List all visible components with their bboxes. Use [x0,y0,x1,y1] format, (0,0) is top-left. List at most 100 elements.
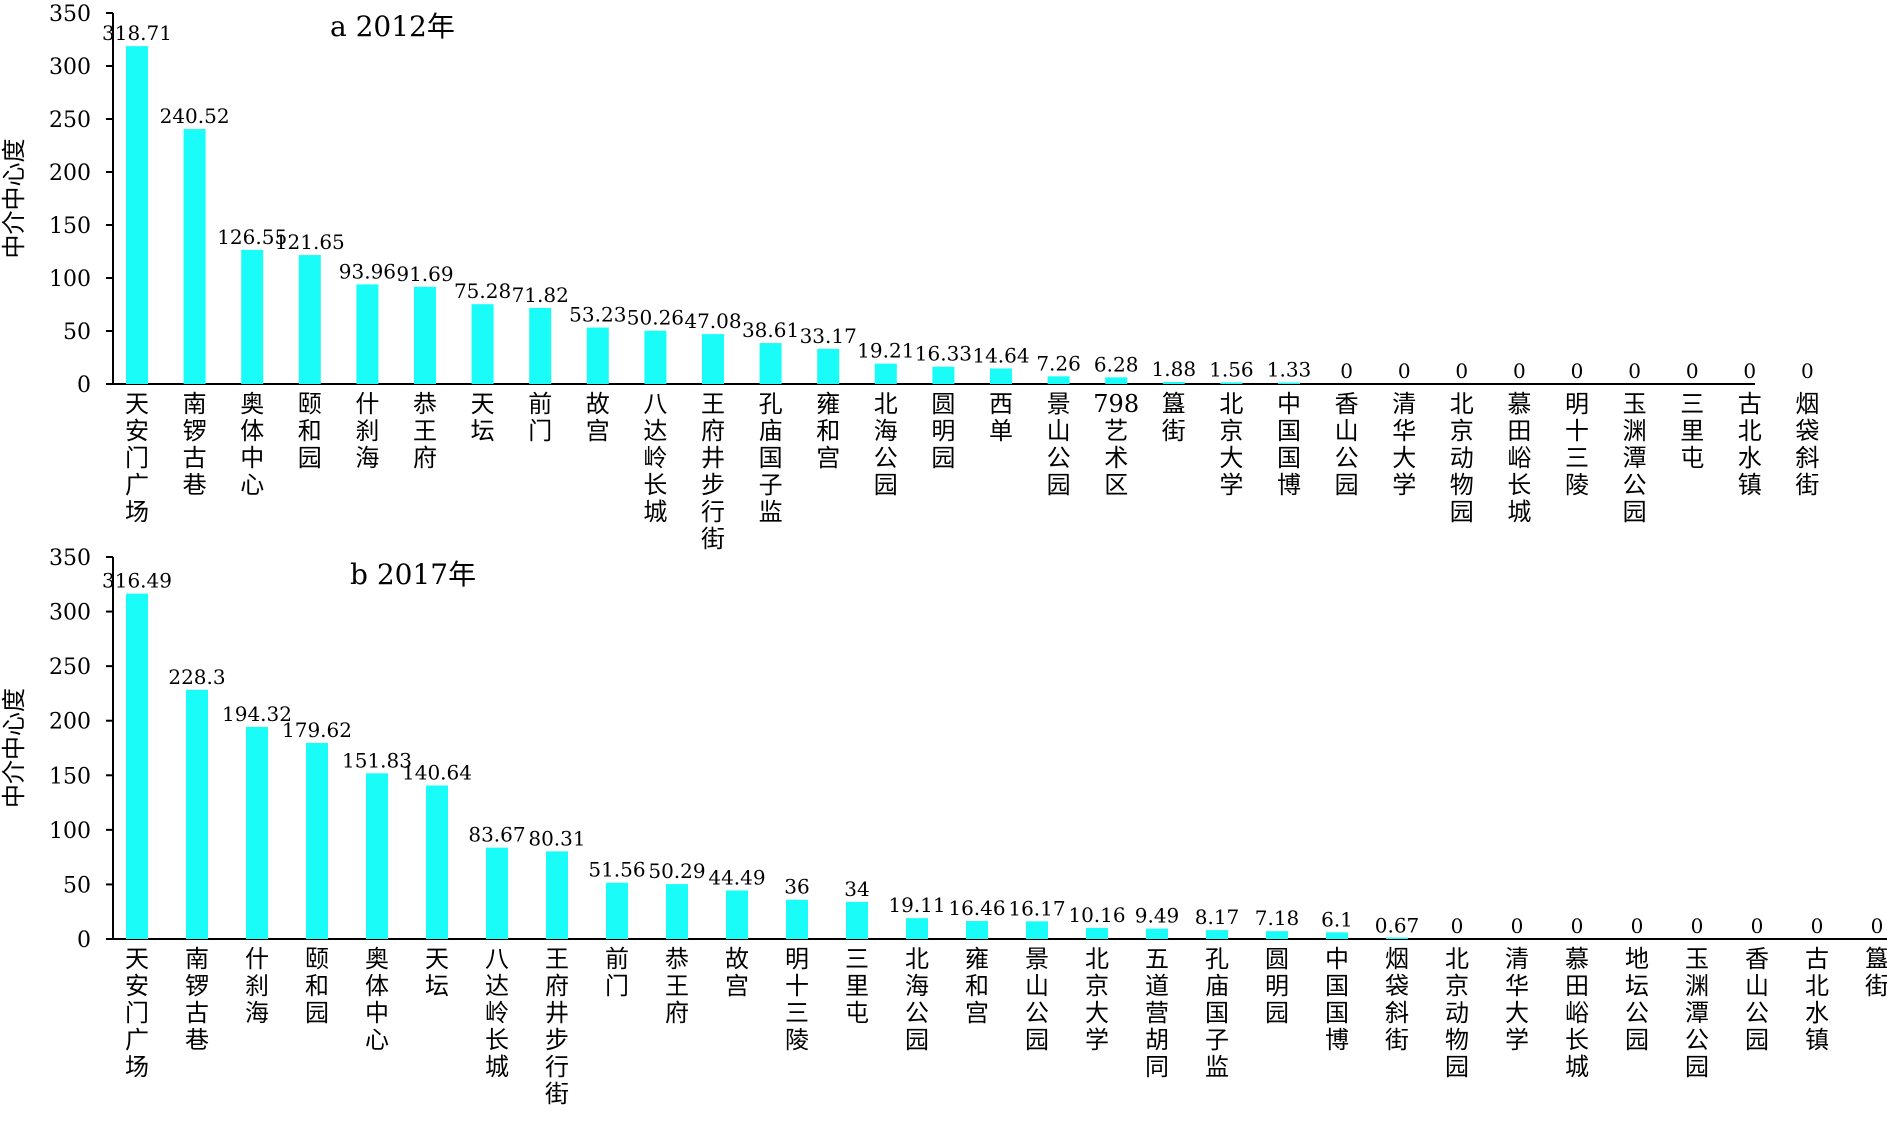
bar [644,330,667,384]
data-label: 71.82 [512,283,569,307]
data-label: 0 [1811,914,1824,938]
bar [606,882,628,939]
x-tick-label: 北京大学 [1085,945,1109,1054]
bar [786,899,808,939]
x-tick-label: 玉渊潭公园 [1623,390,1647,526]
data-label: 194.32 [222,702,292,726]
y-tick-label: 50 [63,320,91,345]
data-label: 91.69 [396,262,453,286]
x-tick-label: 西单 [989,390,1013,445]
x-tick-label: 恭王府 [665,945,689,1027]
bar [1047,376,1070,384]
y-axis-label: 中介中心度 [0,139,28,259]
data-label: 0 [1691,914,1704,938]
x-tick-label: 圆明园 [931,390,955,472]
data-label: 16.46 [948,896,1005,920]
data-label: 33.17 [800,324,857,348]
x-tick-label: 玉渊潭公园 [1685,945,1709,1081]
bar [666,884,688,939]
y-tick-label: 350 [49,546,91,571]
data-label: 151.83 [342,748,412,772]
bar [1266,931,1288,939]
bar [817,348,840,384]
x-tick-label: 清华大学 [1505,945,1529,1054]
x-tick-label: 圆明园 [1265,945,1289,1027]
x-tick-label: 前门 [605,945,629,1000]
x-tick-label: 798 艺术区 [1093,390,1139,499]
bar [298,255,321,384]
x-tick-label: 王府井步行街 [701,390,725,553]
bar [356,284,379,384]
data-label: 16.33 [915,342,972,366]
x-tick-label: 雍和宫 [816,390,840,472]
x-tick-label: 明十三陵 [1565,390,1589,499]
bar [414,286,436,384]
x-tick-label: 中国国博 [1277,390,1301,499]
data-label: 7.26 [1036,351,1081,375]
data-label: 38.61 [742,318,799,342]
y-axis-label: 中介中心度 [0,688,28,808]
x-tick-label: 天坛 [425,945,449,1000]
data-label: 0 [1398,359,1411,383]
data-label: 240.52 [160,104,230,128]
data-label: 0 [1513,359,1526,383]
data-label: 7.18 [1255,906,1300,930]
data-label: 10.16 [1068,903,1125,927]
bar [1026,921,1048,939]
data-label: 0 [1743,359,1756,383]
bar [990,368,1012,384]
x-tick-label: 北海公园 [874,390,898,499]
data-label: 44.49 [708,865,765,889]
y-tick-label: 350 [49,2,91,27]
y-tick-label: 50 [63,873,91,898]
data-label: 6.1 [1321,907,1353,931]
y-tick-label: 100 [49,267,91,292]
data-label: 1.56 [1209,357,1254,381]
bar [546,851,568,939]
y-tick-label: 0 [77,373,91,398]
x-tick-label: 北京动物园 [1450,390,1474,526]
data-label: 50.29 [648,859,705,883]
data-label: 0 [1571,914,1584,938]
data-label: 0 [1451,914,1464,938]
data-label: 0 [1571,359,1584,383]
x-tick-label: 故宫 [586,390,610,445]
y-tick-label: 150 [49,764,91,789]
x-tick-label: 雍和宫 [965,945,989,1027]
x-tick-label: 香山公园 [1335,390,1359,499]
bar [1326,932,1348,939]
y-tick-label: 100 [49,819,91,844]
x-tick-label: 簋街 [1162,390,1186,445]
data-label: 0 [1511,914,1524,938]
data-label: 0 [1631,914,1644,938]
bar [966,921,988,939]
bar [1220,382,1243,384]
x-tick-label: 前门 [528,390,552,445]
data-label: 0 [1801,359,1814,383]
x-tick-label: 孔庙国子监 [759,390,783,526]
data-label: 316.49 [102,569,172,593]
x-tick-label: 慕田峪长城 [1565,945,1589,1081]
data-label: 47.08 [684,309,741,333]
bar [932,366,955,384]
x-tick-label: 南锣古巷 [185,945,209,1054]
data-label: 34 [844,877,869,901]
x-tick-label: 三里屯 [845,945,869,1027]
x-tick-label: 景山公园 [1025,945,1049,1054]
bar [906,918,928,939]
y-tick-label: 250 [49,655,91,680]
bar [1162,382,1185,384]
bar [183,129,206,384]
bar [529,307,552,384]
x-tick-label: 天坛 [471,390,495,445]
bar [702,334,724,384]
bar [471,304,494,384]
bar [126,46,148,385]
x-tick-label: 古北水镇 [1738,390,1762,499]
y-tick-label: 250 [49,108,91,133]
x-tick-label: 王府井步行街 [545,945,569,1108]
x-tick-label: 地坛公园 [1625,945,1649,1054]
data-label: 0 [1455,359,1468,383]
bar [874,363,897,384]
